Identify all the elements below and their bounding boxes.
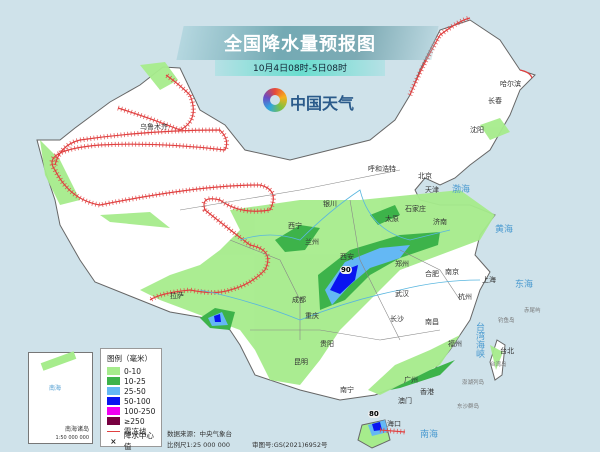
city-label: 乌鲁木齐 [140,123,168,131]
logo-text: 中国天气 [290,94,355,113]
city-label: 济南 [433,218,447,226]
rain-center-value: 90 [340,266,352,274]
sea-label: 黄海 [495,225,514,235]
review-number: 审图号:GS(2021)6952号 [252,441,328,449]
sea-label: 渤海 [452,185,471,195]
legend-label: 25-50 [124,386,146,396]
legend-swatch [107,387,120,395]
city-label: 北京 [418,172,432,180]
city-label: 兰州 [305,238,319,246]
legend-label: 0-10 [124,366,142,376]
city-label: 沈阳 [470,126,484,134]
legend-label: 50-100 [124,396,151,406]
city-label: 海口 [387,420,401,428]
city-label: 太原 [385,215,399,223]
legend-frost-line: 霜冻线 [107,426,161,436]
city-label: 西安 [340,253,354,261]
city-label: 上海 [482,276,496,284]
city-label: 拉萨 [170,292,184,300]
city-label: 长春 [488,97,502,105]
island-label: 澎湖列岛 [462,380,485,386]
legend-label: 10-25 [124,376,146,386]
legend-title: 图例（毫米） [107,354,152,363]
legend-swatch [107,367,120,375]
city-label: 昆明 [294,358,308,366]
legend-item: 10-25 [107,376,161,386]
city-label: 贵阳 [320,340,334,348]
legend-label: 100-250 [124,406,156,416]
island-label: 东沙群岛 [457,404,480,410]
sea-label: 南海 [420,430,439,440]
legend-swatch [107,417,120,425]
legend-label: 霜冻线 [124,426,147,436]
city-label: 广州 [404,376,418,384]
legend-center-value: × 降水中心值 [107,431,161,451]
legend-item: 0-10 [107,366,161,376]
city-label: 合肥 [425,270,439,278]
south-china-sea-inset: 南海 南海诸岛 1:50 000 000 [28,351,93,444]
legend-item: ≥250 [107,416,161,426]
city-label: 杭州 [458,293,472,301]
inset-sea-label: 南海 [49,385,62,392]
city-label: 南宁 [340,386,354,394]
map-scale: 比例尺1:25 000 000 [167,441,231,449]
weather-china-logo-icon [263,88,287,112]
island-label: 钓鱼岛 [498,318,515,324]
city-label: 天津 [425,186,439,194]
page-title: 全国降水量预报图 [224,34,376,55]
legend: 图例（毫米） 0-10 10-25 25-50 50-100 100-250 ≥250 霜… [100,348,162,451]
frost-line-icon [107,427,120,432]
city-label: 石家庄 [405,205,426,213]
city-label: 成都 [292,296,306,304]
inset-scale: 1:50 000 000 [55,435,90,441]
city-label: 银川 [323,200,337,208]
legend-swatch [107,377,120,385]
island-label: 台湾岛 [490,362,507,368]
city-label: 香港 [420,388,434,396]
city-label: 南昌 [425,318,439,326]
inset-rain-area [40,351,77,371]
legend-swatch [107,407,120,415]
city-label: 重庆 [305,312,319,320]
frost-lines [49,15,533,435]
city-label: 武汉 [395,290,409,298]
data-source: 数据来源：中央气象台 [167,430,232,438]
legend-label: ≥250 [124,416,145,426]
city-label: 哈尔滨 [500,80,521,88]
cross-icon: × [110,437,117,446]
sea-label: 台湾海峡 [474,322,484,358]
sea-label: 东海 [515,280,534,290]
subtitle-band [215,60,385,76]
legend-item: 25-50 [107,386,161,396]
legend-swatch [107,397,120,405]
city-label: 南京 [445,268,459,276]
city-label: 郑州 [395,260,409,268]
city-label: 台北 [500,347,514,355]
city-label: 长沙 [390,315,404,323]
rain-center-value: 80 [368,410,380,418]
city-label: 西宁 [288,222,302,230]
inset-title: 南海诸岛 [64,426,89,433]
city-label: 呼和浩特 [368,165,396,173]
legend-item: 50-100 [107,396,161,406]
island-label: 赤尾屿 [524,308,541,314]
legend-item: 100-250 [107,406,161,416]
legend-label: 降水中心值 [123,431,154,451]
city-label: 澳门 [398,397,412,405]
forecast-period: 10月4日08时-5日08时 [252,64,348,74]
rivers [199,189,481,321]
city-label: 福州 [448,340,462,348]
